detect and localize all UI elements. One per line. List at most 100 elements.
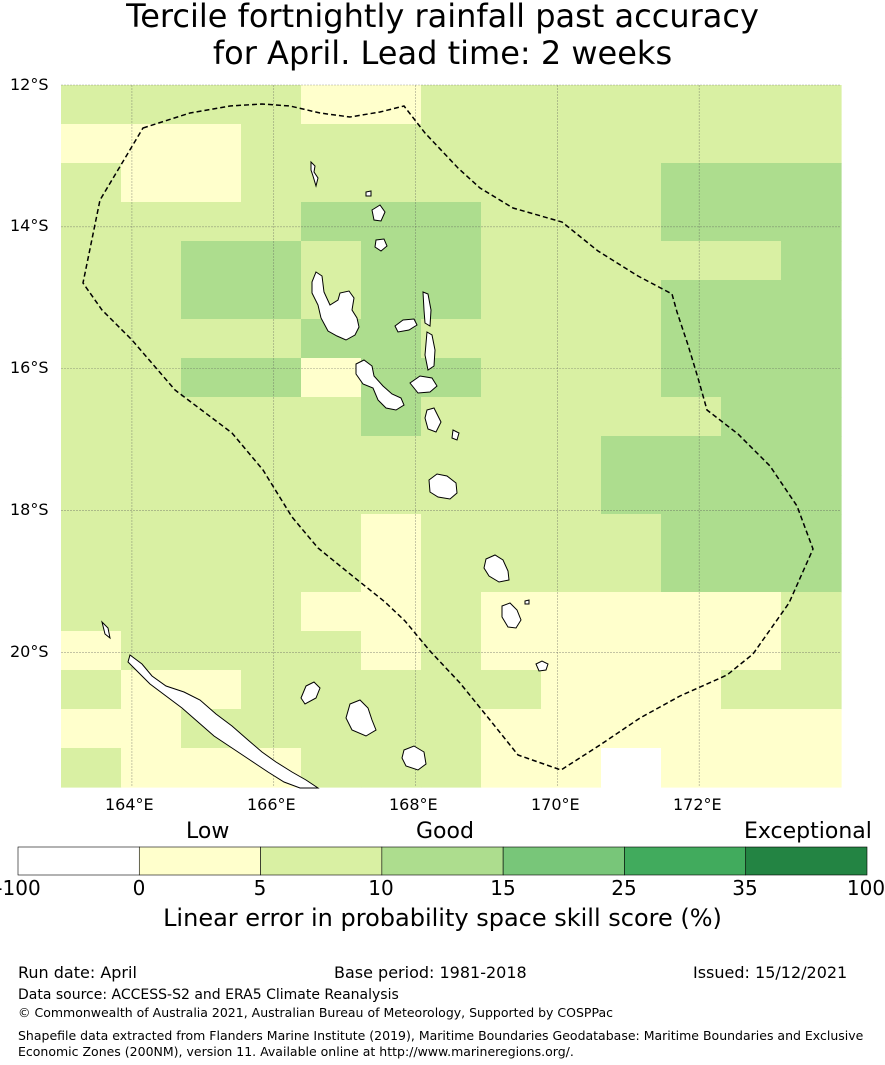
skill-cell [781, 397, 842, 437]
skill-cell [301, 592, 362, 632]
skill-cell [241, 436, 302, 476]
skill-cell [721, 670, 782, 710]
colorbar-tick-35: 35 [732, 876, 758, 900]
skill-cell [421, 748, 482, 788]
colorbar-caption: Linear error in probability space skill … [163, 904, 722, 932]
skill-cell [541, 124, 602, 164]
skill-cell [61, 280, 122, 320]
skill-cell [361, 514, 422, 554]
skill-cell [661, 202, 722, 242]
skill-cell [781, 553, 842, 593]
skill-cell [601, 709, 662, 749]
skill-cell [121, 124, 182, 164]
skill-cell [301, 514, 362, 554]
skill-cell [241, 202, 302, 242]
skill-cell [721, 202, 782, 242]
colorbar [17, 846, 868, 876]
lon-label-170e: 170°E [531, 795, 580, 814]
skill-cell [601, 592, 662, 632]
colorbar-tick-25: 25 [611, 876, 637, 900]
islands [101, 160, 549, 789]
skill-cell [61, 631, 122, 671]
skill-cell [781, 670, 842, 710]
skill-cell [661, 670, 722, 710]
skill-cell [541, 514, 602, 554]
skill-cell [601, 319, 662, 359]
skill-cell [121, 592, 182, 632]
skill-cell [661, 124, 722, 164]
lat-label-12s: 12°S [10, 75, 49, 94]
island-aniwa [524, 599, 530, 605]
skill-cell [421, 592, 482, 632]
skill-cell [61, 709, 122, 749]
colorbar-word-low: Low [186, 819, 230, 844]
skill-cell [361, 280, 422, 320]
skill-cell [121, 202, 182, 242]
skill-cell [661, 748, 722, 788]
skill-cell [721, 163, 782, 203]
skill-cell [181, 85, 242, 125]
skill-cell [61, 514, 122, 554]
skill-cell [61, 202, 122, 242]
lat-lon-gridlines [61, 84, 841, 787]
skill-cell [481, 202, 542, 242]
skill-cell [181, 319, 242, 359]
skill-cell [721, 553, 782, 593]
skill-cell [661, 163, 722, 203]
skill-cell [661, 241, 722, 281]
skill-cell [481, 514, 542, 554]
skill-cell [661, 436, 722, 476]
skill-cell [301, 124, 362, 164]
skill-cell [181, 280, 242, 320]
skill-cell [781, 358, 842, 398]
skill-cell [601, 163, 662, 203]
skill-cell [721, 319, 782, 359]
skill-cell [721, 748, 782, 788]
colorbar-tick-15: 15 [490, 876, 516, 900]
skill-cell [361, 670, 422, 710]
skill-cell [241, 631, 302, 671]
skill-cell [421, 436, 482, 476]
colorbar-word-exceptional: Exceptional [744, 819, 872, 844]
skill-cell [781, 709, 842, 749]
skill-cell [181, 436, 242, 476]
skill-cell [421, 631, 482, 671]
island-ambae [394, 318, 418, 333]
lat-label-18s: 18°S [10, 500, 49, 519]
skill-cell [361, 85, 422, 125]
skill-cell [661, 397, 722, 437]
skill-cell [421, 241, 482, 281]
skill-cell [61, 592, 122, 632]
skill-cell [241, 319, 302, 359]
skill-cell [421, 514, 482, 554]
skill-cell [481, 280, 542, 320]
colorbar-segment [381, 846, 504, 876]
island-mare [401, 745, 427, 771]
skill-cell [481, 241, 542, 281]
skill-cell [361, 124, 422, 164]
skill-cell [661, 319, 722, 359]
island-ambrym [409, 375, 438, 394]
skill-cell [181, 397, 242, 437]
skill-cell [241, 241, 302, 281]
lon-label-166e: 166°E [247, 795, 296, 814]
skill-cell [661, 85, 722, 125]
island-new-caledonia [127, 654, 320, 789]
skill-cell [181, 748, 242, 788]
skill-cell [181, 631, 242, 671]
skill-cell [241, 592, 302, 632]
skill-cell [541, 592, 602, 632]
skill-cell [601, 553, 662, 593]
skill-cell [601, 241, 662, 281]
skill-map [61, 84, 842, 789]
skill-cell [541, 85, 602, 125]
skill-cell [181, 163, 242, 203]
skill-cell [181, 592, 242, 632]
skill-cell [541, 319, 602, 359]
lon-label-168e: 168°E [389, 795, 438, 814]
skill-cell [241, 514, 302, 554]
skill-cell [721, 514, 782, 554]
shapefile-note-line-1: Shapefile data extracted from Flanders M… [18, 1028, 864, 1043]
skill-cell [301, 163, 362, 203]
skill-cell [601, 514, 662, 554]
